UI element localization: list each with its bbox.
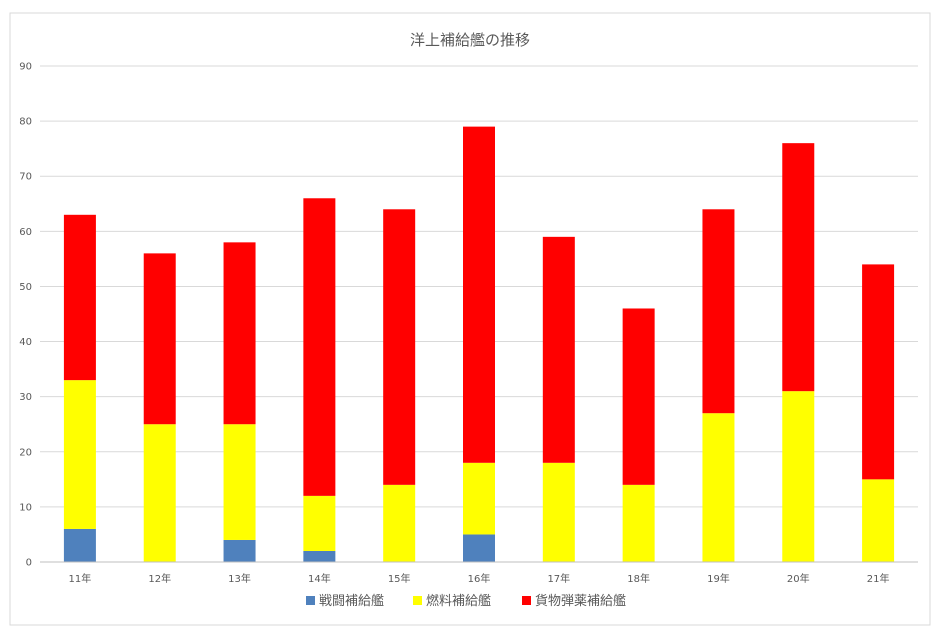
x-axis-ticks: 11年 12年 13年 14年 15年 16年 17年 18年 19年 20年 21年 — [69, 572, 890, 585]
bar-segment — [63, 380, 96, 529]
bar-segment — [63, 528, 96, 562]
y-axis-ticks: 0 10 20 30 40 50 60 70 80 90 — [19, 62, 32, 569]
legend-swatch — [306, 596, 315, 605]
bar-segment — [383, 484, 416, 562]
x-tick-label: 18年 — [627, 572, 650, 585]
bar-segment — [862, 264, 895, 480]
bar-segment — [383, 209, 416, 485]
legend-swatch — [522, 596, 531, 605]
bar-segment — [143, 253, 176, 425]
x-tick-label: 14年 — [308, 572, 331, 585]
x-tick-label: 19年 — [707, 572, 730, 585]
x-tick-label: 17年 — [547, 572, 570, 585]
bar-segment — [463, 534, 495, 562]
bar-segment — [463, 126, 495, 463]
bar-segment — [63, 214, 96, 381]
bar-segment — [542, 462, 575, 562]
bar-segment — [223, 424, 256, 540]
x-tick-label: 20年 — [787, 572, 810, 585]
bar-segment — [303, 550, 336, 562]
bar-segment — [862, 479, 895, 562]
x-tick-label: 16年 — [468, 572, 491, 585]
y-tick-label: 50 — [19, 282, 32, 293]
bar-segment — [702, 209, 735, 414]
x-tick-label: 12年 — [148, 572, 171, 585]
y-tick-label: 10 — [19, 502, 32, 513]
x-tick-label: 21年 — [867, 572, 890, 585]
bar-segment — [782, 143, 815, 392]
y-tick-label: 70 — [19, 172, 32, 183]
legend-label: 燃料補給艦 — [426, 593, 491, 609]
chart-title: 洋上補給艦の推移 — [410, 31, 530, 49]
bar-segment — [542, 236, 575, 463]
bar-segment — [143, 424, 176, 562]
bar-segment — [622, 484, 655, 562]
y-tick-label: 0 — [26, 558, 32, 569]
y-tick-label: 60 — [19, 227, 32, 238]
y-tick-label: 20 — [19, 447, 32, 458]
bars — [63, 126, 895, 562]
y-tick-label: 90 — [19, 62, 32, 73]
x-tick-label: 15年 — [388, 572, 411, 585]
legend-label: 貨物弾薬補給艦 — [535, 593, 626, 609]
bar-segment — [303, 198, 336, 496]
legend-label: 戦闘補給艦 — [319, 594, 384, 609]
bar-segment — [223, 539, 256, 562]
bar-segment — [303, 495, 336, 551]
bar-segment — [223, 242, 256, 425]
x-tick-label: 13年 — [228, 572, 251, 585]
x-tick-label: 11年 — [69, 572, 92, 585]
bar-segment — [782, 391, 815, 562]
y-tick-label: 40 — [19, 337, 32, 348]
bar-segment — [622, 308, 655, 485]
y-tick-label: 80 — [19, 117, 32, 128]
bar-segment — [463, 462, 495, 535]
bar-segment — [702, 413, 735, 562]
legend-swatch — [413, 596, 422, 605]
y-tick-label: 30 — [19, 392, 32, 403]
legend: 戦闘補給艦 燃料補給艦 貨物弾薬補給艦 — [306, 593, 626, 609]
